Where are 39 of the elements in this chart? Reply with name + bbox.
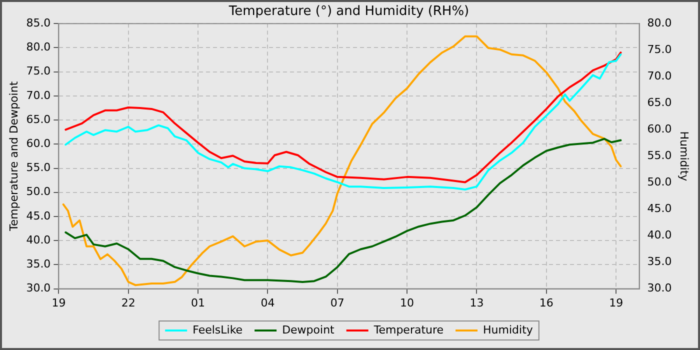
y2-tick-label: 80.0 <box>647 16 672 30</box>
legend-label: Temperature <box>372 323 444 336</box>
x-tick-label: 01 <box>191 296 206 310</box>
y2-tick-label: 45.0 <box>647 202 672 216</box>
legend-label: Humidity <box>483 323 534 336</box>
x-tick-label: 16 <box>539 296 554 310</box>
y-tick-label: 45.0 <box>26 209 51 222</box>
y2-tick-label: 50.0 <box>647 176 672 189</box>
y2-tick-label: 35.0 <box>647 255 672 268</box>
y-tick-label: 65.0 <box>26 112 51 126</box>
y2-tick-label: 70.0 <box>647 70 672 82</box>
y-tick-label: 35.0 <box>26 258 51 271</box>
y-tick-label: 60.0 <box>26 137 51 150</box>
legend-label: FeelsLike <box>192 323 243 336</box>
chart-title: Temperature (°) and Humidity (RH%) <box>228 4 470 20</box>
legend-label: Dewpoint <box>282 323 336 336</box>
y-tick-label: 30.0 <box>26 282 51 295</box>
x-tick-label: 07 <box>330 296 344 310</box>
y-tick-label: 50.0 <box>26 185 51 198</box>
y-tick-label: 70.0 <box>26 88 51 102</box>
y2-tick-label: 75.0 <box>647 42 672 56</box>
y2-tick-label: 40.0 <box>647 228 672 242</box>
y-tick-label: 85.0 <box>26 16 51 30</box>
y-tick-label: 55.0 <box>26 161 51 174</box>
y-tick-label: 80.0 <box>26 40 51 54</box>
y-tick-label: 75.0 <box>26 64 51 78</box>
y2-tick-label: 30.0 <box>647 282 672 295</box>
x-tick-label: 22 <box>121 296 136 310</box>
x-tick-label: 04 <box>260 296 275 310</box>
y2-axis-title: Humidity <box>678 131 691 182</box>
y2-tick-label: 65.0 <box>647 96 672 110</box>
x-tick-label: 10 <box>400 296 414 310</box>
y2-tick-label: 60.0 <box>647 122 672 136</box>
x-tick-label: 19 <box>609 296 624 310</box>
y-tick-label: 40.0 <box>26 233 51 246</box>
y-axis-title: Temperature and Dewpoint <box>7 80 20 232</box>
y2-tick-label: 55.0 <box>647 149 672 162</box>
x-tick-label: 13 <box>470 296 484 310</box>
x-tick-label: 19 <box>52 296 66 310</box>
